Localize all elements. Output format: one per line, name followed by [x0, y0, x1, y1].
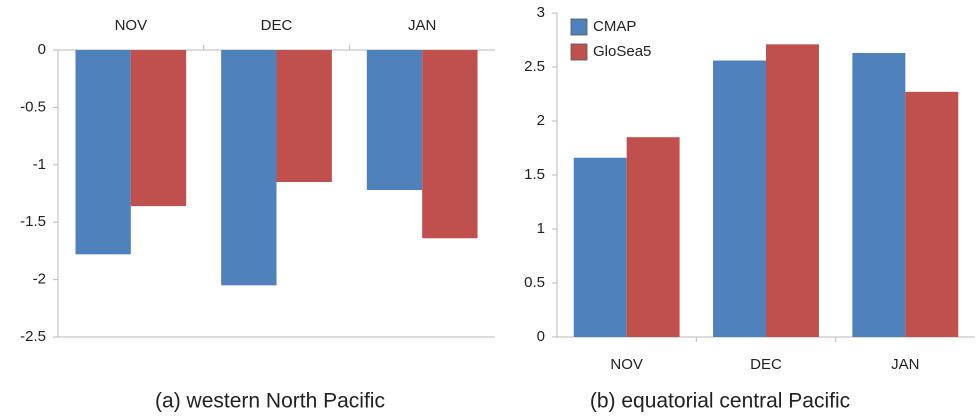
legend-label: CMAP — [593, 18, 636, 35]
y-tick-label: 3 — [537, 4, 545, 21]
y-tick-label: 1.5 — [524, 166, 545, 183]
x-tick-label: JAN — [891, 356, 919, 373]
y-tick-label: -1.5 — [20, 213, 46, 230]
bar — [905, 91, 959, 337]
y-tick-label: 2 — [537, 112, 545, 129]
bar — [276, 50, 332, 183]
y-tick-label: -2.5 — [20, 328, 46, 345]
y-tick-label: 0 — [38, 41, 46, 58]
bar — [221, 50, 277, 286]
y-tick-label: 0 — [537, 328, 545, 345]
bar — [766, 44, 819, 337]
x-tick-label: NOV — [115, 17, 148, 34]
bar — [852, 52, 906, 338]
bar — [713, 60, 766, 338]
x-tick-label: DEC — [261, 17, 293, 34]
legend-swatch — [570, 18, 588, 36]
chart-caption: (b) equatorial central Pacific — [590, 390, 850, 413]
bar — [422, 50, 478, 239]
y-tick-label: 2.5 — [524, 58, 545, 75]
x-tick-label: NOV — [610, 356, 643, 373]
bar — [75, 50, 131, 255]
y-tick-label: -1 — [33, 156, 46, 173]
bar — [626, 137, 680, 337]
legend-swatch — [570, 43, 588, 61]
x-tick-label: DEC — [750, 356, 782, 373]
y-tick-label: -2 — [33, 271, 46, 288]
bar — [573, 157, 627, 337]
x-tick-label: JAN — [408, 17, 436, 34]
legend-label: GloSea5 — [593, 43, 651, 60]
chart-caption: (a) western North Pacific — [155, 390, 385, 413]
y-tick-label: 0.5 — [524, 274, 545, 291]
bar — [130, 50, 187, 207]
y-tick-label: -0.5 — [20, 98, 46, 115]
bar — [366, 50, 423, 191]
y-tick-label: 1 — [537, 220, 545, 237]
